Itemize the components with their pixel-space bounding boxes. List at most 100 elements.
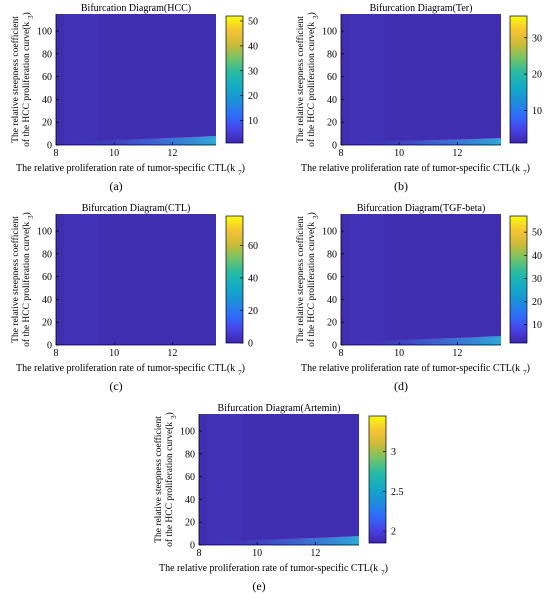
heatmap-band: [341, 336, 501, 345]
colorbar-tick-label: 20: [248, 91, 258, 102]
x-tick-label: 8: [339, 348, 344, 359]
y-axis-label-line1: The relative steepness coefficient: [295, 216, 306, 343]
colorbar-tick-label: 2.5: [391, 487, 404, 498]
x-axis-label-subscript: 7: [238, 369, 242, 377]
y-axis-label-line2-text: of the HCC proliferation curve(k: [164, 422, 175, 547]
colorbar-tick-label: 20: [248, 306, 258, 317]
colorbar-tick-label: 30: [532, 274, 542, 285]
heatmap-light-region: [349, 14, 385, 145]
y-axis-label-line2-text: of the HCC proliferation curve(k: [306, 222, 317, 347]
y-axis-label-line2-text: of the HCC proliferation curve(k: [306, 22, 317, 147]
y-tick-label: 80: [42, 249, 52, 260]
colorbar: [509, 15, 528, 144]
y-axis-label: The relative steepness coefficient of the…: [10, 12, 35, 147]
chart-title: Bifurcation Diagram(Artemin): [217, 403, 340, 414]
x-axis-label-subscript: 7: [238, 169, 242, 177]
x-tick-label: 10: [252, 548, 262, 559]
heatmap-light-region: [64, 14, 100, 145]
y-axis-label-subscript: 3: [312, 215, 320, 219]
chart-panel: Bifurcation Diagram(CTL) 0 20 40 60 80 100 8 10 1…: [10, 203, 258, 393]
x-tick-label: 12: [452, 148, 462, 159]
y-axis-label: The relative steepness coefficient of the…: [153, 412, 178, 547]
y-tick-label: 60: [185, 472, 195, 483]
y-axis-label-subscript: 3: [312, 15, 320, 19]
x-tick-label: 8: [197, 548, 202, 559]
y-axis-label-close: ): [164, 412, 175, 415]
x-axis-label-text: The relative proliferation rate of tumor…: [16, 163, 235, 174]
y-axis-label-line2: of the HCC proliferation curve(k 3): [21, 212, 35, 347]
heatmap-band: [56, 136, 216, 145]
colorbar-tick-label: 20: [532, 70, 542, 81]
y-axis-label-close: ): [306, 212, 317, 215]
y-axis-label-subscript: 3: [27, 15, 35, 19]
colorbar-tick-label: 30: [248, 66, 258, 77]
colorbar-tick-label: 60: [248, 241, 258, 252]
x-tick-label: 10: [394, 348, 404, 359]
y-tick-label: 100: [322, 27, 337, 38]
y-axis-label: The relative steepness coefficient of the…: [295, 212, 320, 347]
y-tick-label: 40: [185, 495, 195, 506]
x-tick-label: 10: [109, 348, 119, 359]
y-axis-label-line2-text: of the HCC proliferation curve(k: [21, 222, 32, 347]
colorbar: [368, 415, 387, 544]
colorbar-tick-label: 50: [248, 16, 258, 27]
y-tick-label: 20: [327, 318, 337, 329]
y-axis-label: The relative steepness coefficient of the…: [10, 212, 35, 347]
panel-label: (c): [109, 379, 122, 393]
x-axis-label-text: The relative proliferation rate of tumor…: [301, 363, 520, 374]
x-tick-label: 8: [54, 148, 59, 159]
y-tick-label: 20: [327, 118, 337, 129]
x-axis-label-subscript: 7: [381, 569, 385, 577]
y-axis-label-line1: The relative steepness coefficient: [295, 16, 306, 143]
chart-panel: Bifurcation Diagram(Ter) 0 20 40 60 80 100 8 10 1…: [295, 3, 542, 193]
colorbar-tick-label: 3: [391, 447, 396, 458]
chart-panel: Bifurcation Diagram(TGF-beta) 0 20 40 60 80 10…: [295, 203, 542, 393]
y-tick-label: 0: [332, 341, 337, 352]
heatmap-light-region: [349, 214, 385, 345]
y-tick-label: 80: [185, 449, 195, 460]
x-axis-label-close: ): [242, 163, 245, 174]
x-tick-label: 10: [394, 148, 404, 159]
heatmap-light-region: [64, 214, 100, 345]
x-axis-label-text: The relative proliferation rate of tumor…: [159, 563, 378, 574]
y-tick-label: 100: [322, 227, 337, 238]
heatmap-background: [56, 214, 216, 345]
x-axis-label: The relative proliferation rate of tumor…: [301, 163, 530, 177]
y-axis-label-subscript: 3: [170, 415, 178, 419]
y-tick-label: 100: [37, 227, 52, 238]
y-tick-label: 40: [42, 295, 52, 306]
x-axis-label: The relative proliferation rate of tumor…: [16, 363, 245, 377]
panel-label: (a): [109, 179, 122, 193]
y-tick-label: 40: [42, 95, 52, 106]
x-axis-label: The relative proliferation rate of tumor…: [16, 163, 245, 177]
y-tick-label: 80: [42, 49, 52, 60]
y-axis-label-line2: of the HCC proliferation curve(k 3): [306, 212, 320, 347]
x-tick-label: 12: [167, 148, 177, 159]
y-axis-label-close: ): [21, 12, 32, 15]
colorbar: [225, 215, 244, 344]
x-axis-label-close: ): [242, 363, 245, 374]
chart-title: Bifurcation Diagram(Ter): [370, 3, 473, 14]
colorbar: [225, 15, 244, 144]
x-tick-label: 12: [167, 348, 177, 359]
x-axis-label-close: ): [527, 363, 530, 374]
y-tick-label: 0: [332, 141, 337, 152]
y-axis-label-close: ): [21, 212, 32, 215]
y-tick-label: 80: [327, 49, 337, 60]
colorbar-tick-label: 10: [532, 106, 542, 117]
panel-label: (d): [394, 379, 408, 393]
y-tick-label: 0: [190, 541, 195, 552]
y-axis-label-line2: of the HCC proliferation curve(k 3): [306, 12, 320, 147]
colorbar-tick-label: 40: [248, 273, 258, 284]
y-tick-label: 60: [42, 272, 52, 283]
y-axis-label-line2: of the HCC proliferation curve(k 3): [21, 12, 35, 147]
y-tick-label: 80: [327, 249, 337, 260]
chart-title: Bifurcation Diagram(TGF-beta): [357, 203, 486, 214]
y-tick-label: 60: [327, 272, 337, 283]
heatmap-background: [341, 14, 501, 145]
colorbar-tick-label: 10: [248, 116, 258, 127]
y-axis-label-subscript: 3: [27, 215, 35, 219]
x-axis-label: The relative proliferation rate of tumor…: [301, 363, 530, 377]
colorbar-tick-label: 40: [532, 251, 542, 262]
